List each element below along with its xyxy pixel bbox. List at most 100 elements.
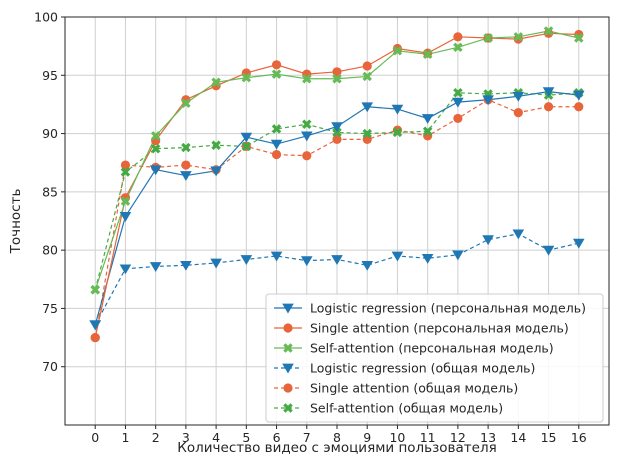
series-1-point — [543, 28, 554, 38]
x-marker-stroke — [150, 131, 161, 141]
x-marker-stroke — [302, 74, 312, 84]
series-markers — [89, 26, 585, 343]
legend-box — [265, 293, 604, 423]
series-0-point — [119, 211, 132, 222]
x-marker-stroke — [211, 140, 221, 150]
series-1-point — [90, 332, 100, 343]
x-marker-stroke — [332, 74, 342, 84]
x-marker-stroke — [392, 46, 403, 56]
x-tick-label: 12 — [450, 430, 466, 445]
series-4-point — [271, 149, 282, 160]
series-5-point — [302, 119, 312, 129]
series-5-point — [271, 124, 282, 134]
legend-label-1: Single attention (персональная модель) — [310, 321, 569, 336]
legend-marker-3 — [282, 363, 294, 374]
series-0-point — [361, 102, 374, 113]
y-axis-label: Точность — [8, 189, 24, 255]
series-0-point — [572, 90, 585, 101]
series-2-point — [453, 42, 463, 53]
x-marker-stroke — [211, 77, 221, 88]
series-0-point — [512, 91, 525, 102]
legend-marker-0 — [282, 303, 294, 314]
series-4-point — [543, 102, 554, 112]
series-2-point — [362, 71, 372, 82]
x-marker-stroke — [422, 126, 433, 136]
series-0-point — [452, 97, 464, 108]
x-marker-stroke — [574, 33, 584, 43]
y-tick-label: 85 — [42, 184, 58, 199]
x-marker-stroke — [453, 42, 463, 53]
series-2-point — [150, 131, 161, 141]
series-3-point — [300, 256, 313, 267]
series-5-point — [362, 128, 372, 139]
y-tick-label: 100 — [34, 10, 58, 25]
series-3-point — [149, 262, 162, 272]
y-tick-label: 80 — [42, 243, 58, 258]
x-tick-label: 7 — [303, 430, 311, 445]
x-tick-label: 15 — [541, 430, 557, 445]
series-4-point — [332, 134, 342, 144]
x-marker-stroke — [392, 127, 403, 138]
x-marker-stroke — [513, 32, 524, 42]
series-5-point — [453, 88, 463, 98]
x-tick-label: 6 — [273, 430, 281, 445]
legend-marker-2 — [283, 343, 293, 353]
series-5-point — [422, 126, 433, 136]
x-tick-label: 3 — [182, 430, 190, 445]
legend-marker-5 — [283, 403, 293, 413]
series-3-point — [240, 255, 253, 265]
legend-label-3: Logistic regression (общая модель) — [310, 361, 535, 376]
x-marker-stroke — [283, 343, 293, 353]
series-2-point — [483, 33, 493, 43]
series-3-point — [421, 253, 434, 264]
legend-label-4: Single attention (общая модель) — [310, 381, 518, 396]
legend-marker-4 — [283, 383, 293, 393]
legend-label-0: Logistic regression (персональная модель… — [310, 301, 586, 316]
x-tick-label: 11 — [420, 430, 436, 445]
x-marker-stroke — [453, 88, 463, 98]
x-marker-stroke — [483, 33, 493, 43]
series-4-point — [120, 160, 131, 170]
x-tick-label: 10 — [389, 430, 405, 445]
x-tick-label: 0 — [91, 430, 99, 445]
legend-label-5: Self-attention (общая модель) — [310, 401, 503, 416]
legend: Logistic regression (персональная модель… — [265, 293, 604, 423]
series-4-point — [302, 151, 312, 161]
series-2-point — [120, 196, 131, 206]
series-5-point — [181, 142, 191, 153]
series-0-point — [421, 114, 434, 124]
series-3-point — [361, 260, 374, 271]
series-1-point — [513, 34, 523, 44]
series-1-point — [332, 67, 342, 77]
series-2-point — [543, 26, 554, 36]
x-marker-stroke — [181, 98, 191, 108]
x-tick-label: 16 — [571, 430, 587, 445]
series-3-point — [542, 245, 555, 256]
y-tick-label: 70 — [42, 359, 58, 374]
y-axis-ticks: 70 75 80 85 90 95 100 — [34, 10, 65, 374]
x-marker-stroke — [302, 119, 312, 129]
x-marker-stroke — [150, 143, 161, 154]
series-1-point — [453, 32, 463, 42]
series-0-point — [240, 132, 253, 143]
x-marker-stroke — [241, 72, 252, 83]
x-axis-ticks: 0 1 2 3 4 5 6 7 8 9 10 11 12 13 14 15 16 — [91, 425, 587, 445]
series-3-point — [512, 229, 525, 240]
series-3-point — [452, 250, 464, 261]
series-4-point — [181, 160, 191, 170]
series-5-point — [241, 141, 252, 152]
x-marker-stroke — [422, 49, 433, 60]
series-0-point — [331, 122, 343, 133]
x-marker-stroke — [271, 69, 282, 79]
series-0-point — [89, 320, 102, 331]
x-marker-stroke — [241, 141, 252, 152]
x-marker-stroke — [283, 403, 293, 413]
series-4-point — [513, 107, 523, 118]
series-3-point — [331, 255, 343, 265]
series-0-point — [210, 166, 222, 177]
series-line-5 — [94, 92, 579, 290]
series-3-point — [270, 251, 283, 262]
y-tick-label: 95 — [42, 68, 58, 83]
series-5-point — [150, 143, 161, 154]
